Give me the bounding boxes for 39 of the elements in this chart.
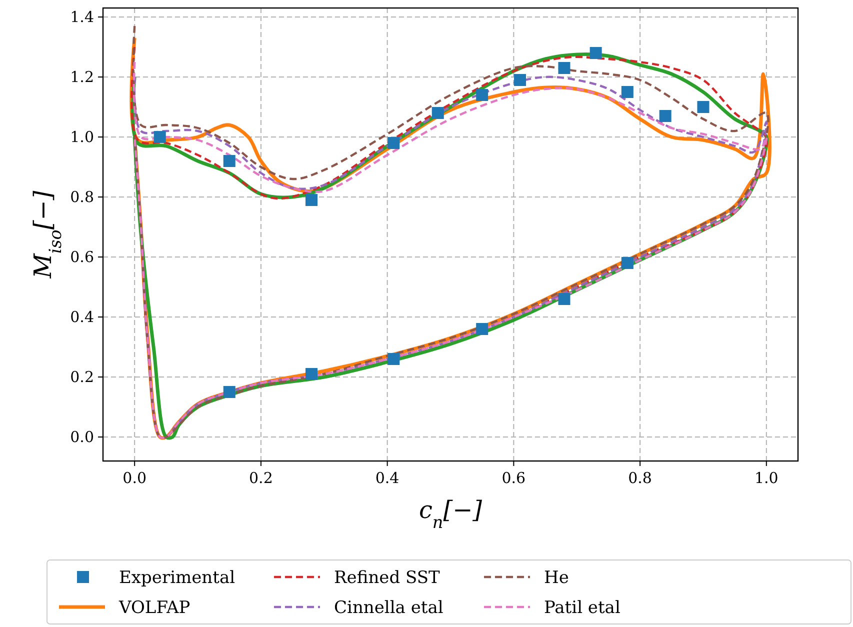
point (514, 74, 526, 86)
y-tick-label: 1.0 (70, 128, 94, 146)
point (558, 293, 570, 305)
x-tick-label: 0.4 (375, 469, 400, 487)
point (558, 62, 570, 74)
y-tick-label: 0.6 (70, 248, 94, 266)
x-tick-label: 0.2 (249, 469, 273, 487)
legend-label: Patil etal (544, 598, 620, 618)
point (621, 257, 634, 269)
y-tick-label: 0.0 (70, 428, 94, 446)
y-tick-label: 0.8 (70, 188, 94, 206)
y-tick-label: 1.4 (70, 8, 94, 26)
point (154, 131, 166, 143)
point (388, 353, 400, 365)
x-tick-label: 1.0 (754, 469, 778, 487)
point (223, 155, 236, 167)
x-tick-label: 0.6 (502, 469, 526, 487)
x-axis-title: c$_{n}$[−] (418, 496, 483, 532)
legend-label: Refined SST (334, 568, 440, 588)
legend-label: Cinnella etal (334, 598, 444, 618)
point (476, 323, 488, 335)
x-tick-label: 0.0 (122, 469, 147, 487)
x-tick-label: 0.8 (628, 469, 652, 487)
legend-label: Experimental (119, 568, 236, 588)
y-tick-label: 1.2 (70, 68, 94, 86)
point (223, 386, 236, 398)
legend-label: VOLFAP (118, 598, 190, 618)
y-tick-label: 0.2 (70, 368, 94, 386)
legend-label: He (544, 568, 569, 588)
point (590, 47, 602, 59)
y-tick-label: 0.4 (70, 308, 94, 326)
point (621, 86, 634, 98)
point (306, 194, 318, 206)
point (659, 110, 672, 122)
point (306, 368, 318, 380)
point (476, 89, 488, 101)
point (388, 137, 400, 149)
point (697, 101, 710, 113)
point (432, 107, 444, 119)
